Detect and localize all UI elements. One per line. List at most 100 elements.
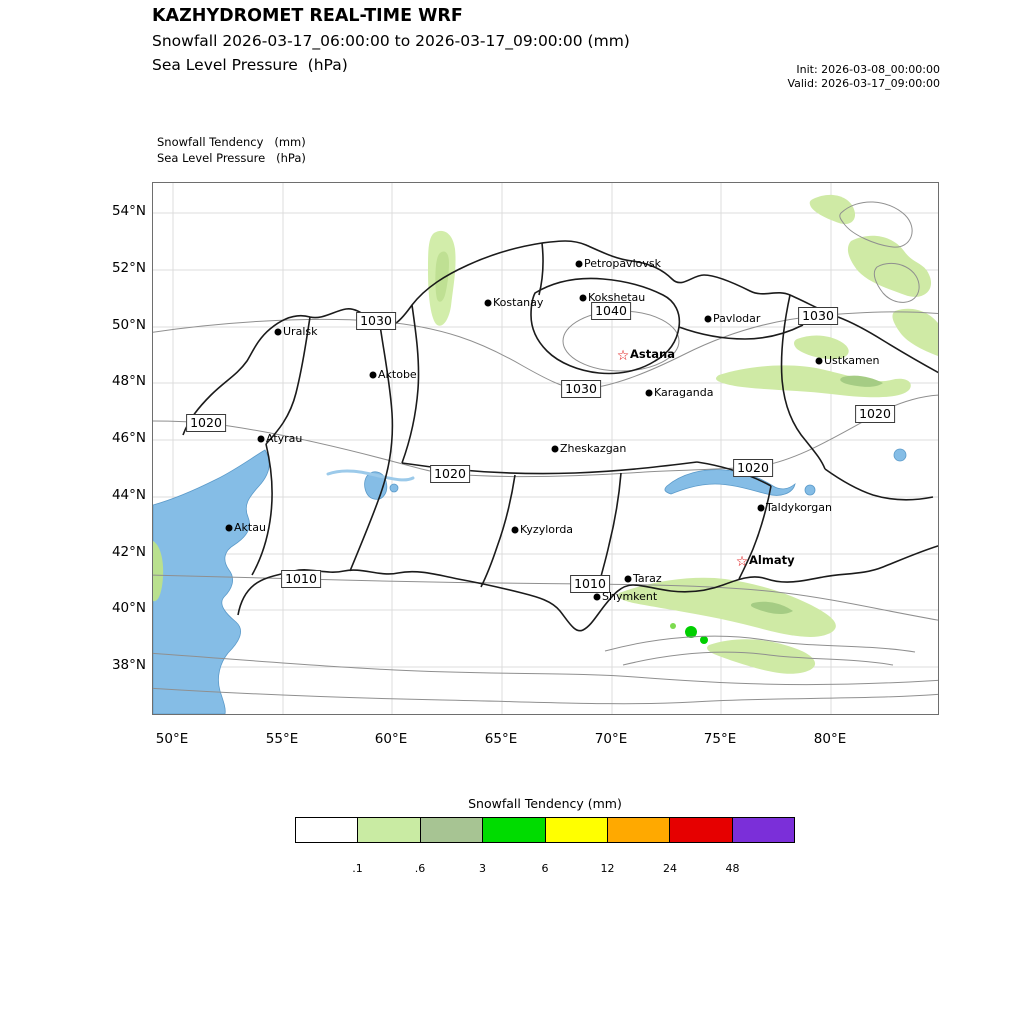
city-label: Zheskazgan (560, 442, 627, 455)
snowfall-heavy-spot (685, 626, 697, 638)
pressure-labels-layer: 1030 1040 1030 1030 1020 1020 1020 1020 1010 1010 (153, 183, 938, 714)
water-layer (153, 448, 907, 714)
isobar-low (153, 687, 938, 705)
valid-time: Valid: 2026-03-17_09:00:00 (787, 77, 940, 90)
city-label: Pavlodar (713, 312, 761, 325)
pressure-label: 1020 (855, 405, 895, 423)
pressure-label: 1030 (356, 312, 396, 330)
isobar-terrain (604, 635, 916, 653)
city-marker-dot (484, 299, 492, 307)
country-border-south (237, 545, 938, 632)
city-star-icon: ☆ (616, 348, 630, 364)
lon-tick-label: 70°E (594, 731, 628, 747)
colorbar-tick-label: .6 (414, 862, 426, 875)
lon-tick-label: 55°E (265, 731, 299, 747)
lat-tick-label: 46°N (111, 430, 146, 446)
isobar-terrain-loop (873, 262, 920, 303)
lon-tick-label: 75°E (703, 731, 737, 747)
lon-tick-label: 60°E (374, 731, 408, 747)
region-border (598, 472, 622, 586)
snowfall-patch (750, 601, 793, 615)
colorbar-segment (606, 818, 670, 842)
colorbar-segment (296, 818, 358, 842)
region-border (824, 468, 934, 501)
isobar-1020 (153, 394, 938, 478)
city-label: Petropavlovsk (584, 257, 661, 270)
colorbar-tick-label: 24 (663, 862, 677, 875)
pressure-label: 1020 (733, 459, 773, 477)
snowfall-patch (716, 365, 911, 398)
pressure-label: 1010 (570, 575, 610, 593)
city-label: Kyzylorda (520, 523, 574, 536)
city-marker-dot (257, 435, 265, 443)
city-label: Almaty (749, 553, 795, 567)
colorbar-segment (482, 818, 545, 842)
city-label: Kostanay (493, 296, 544, 309)
small-lake (389, 483, 399, 493)
pressure-label: 1030 (561, 380, 601, 398)
lat-tick-label: 40°N (111, 600, 146, 616)
snowfall-heavy-spot (700, 636, 708, 644)
city-marker-dot (704, 315, 712, 323)
region-border (480, 474, 516, 588)
lon-tick-label: 65°E (484, 731, 518, 747)
map-canvas (153, 183, 938, 714)
region-border (349, 324, 394, 572)
run-times: Init: 2026-03-08_00:00:00 Valid: 2026-03… (680, 63, 940, 91)
city-label: Kokshetau (588, 291, 646, 304)
lat-tick-label: 44°N (111, 487, 146, 503)
snowfall-patch (892, 308, 938, 356)
snowfall-patch (435, 251, 449, 302)
pressure-label: 1010 (281, 570, 321, 588)
caspian-sea (153, 449, 270, 714)
colorbar-tick-label: 12 (600, 862, 615, 875)
city-label: Astana (630, 347, 675, 361)
isobar-terrain (622, 651, 894, 666)
city-marker-dot (757, 504, 765, 512)
colorbar-segment (669, 818, 732, 842)
snowfall-patch (707, 639, 816, 674)
region-borders-layer (182, 240, 938, 632)
snowfall-patch (794, 335, 849, 360)
colorbar-segment (731, 818, 794, 842)
city-marker-dot (593, 593, 601, 601)
isobar-low (153, 652, 938, 686)
colorbar-tick-label: 3 (479, 862, 486, 875)
lat-tick-label: 42°N (111, 544, 146, 560)
pressure-label: 1040 (591, 302, 631, 320)
colorbar-segment (357, 818, 420, 842)
region-border (401, 304, 420, 464)
city-label: Taraz (633, 572, 662, 585)
city-label: Uralsk (283, 325, 318, 338)
snowfall-patch (809, 194, 856, 225)
city-label: Karaganda (654, 386, 714, 399)
city-marker-dot (815, 357, 823, 365)
city-marker-dot (624, 575, 632, 583)
city-label: Shymkent (602, 590, 658, 603)
snowfall-patch (153, 541, 164, 602)
snowfall-spot (670, 623, 676, 629)
city-marker-dot (579, 294, 587, 302)
city-marker-dot (551, 445, 559, 453)
init-time: Init: 2026-03-08_00:00:00 (796, 63, 940, 76)
lat-tick-label: 54°N (111, 203, 146, 219)
colorbar-title: Snowfall Tendency (mm) (468, 796, 622, 811)
lake-zaysan (893, 448, 907, 462)
pressure-label: 1030 (798, 307, 838, 325)
region-border (780, 294, 826, 470)
latlon-grid-layer (153, 183, 938, 714)
pressure-label: 1020 (430, 465, 470, 483)
city-label: Ustkamen (824, 354, 880, 367)
city-label: Taldykorgan (766, 501, 832, 514)
lake-balkhash (664, 469, 796, 496)
isobar-terrain-loop (839, 201, 913, 248)
city-marker-dot (511, 526, 519, 534)
colorbar (295, 817, 795, 843)
city-marker-dot (369, 371, 377, 379)
city-label: Aktau (234, 521, 266, 534)
city-star-icon: ☆ (735, 554, 749, 570)
lat-tick-label: 38°N (111, 657, 146, 673)
region-border (738, 485, 772, 580)
page-title: KAZHYDROMET REAL-TIME WRF (152, 6, 463, 26)
